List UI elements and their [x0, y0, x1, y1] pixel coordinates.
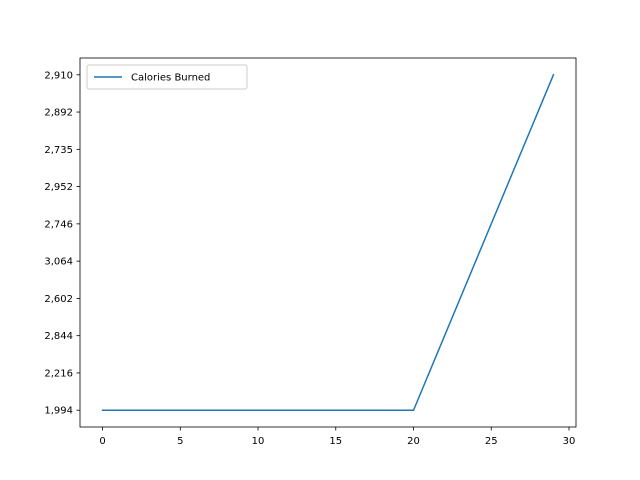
x-tick-label-4: 20 [407, 436, 420, 447]
legend-label-calories-burned: Calories Burned [131, 73, 210, 84]
y-tick-label-3: 2,602 [44, 294, 73, 305]
legend: Calories Burned [86, 64, 248, 90]
series-line-0 [101, 73, 555, 411]
x-tick-label-2: 10 [252, 436, 265, 447]
y-tick-label-4: 3,064 [44, 257, 73, 268]
y-tick-label-6: 2,952 [44, 182, 73, 193]
x-tick-label-0: 0 [99, 436, 105, 447]
y-tick-label-5: 2,746 [44, 219, 73, 230]
x-tick-label-5: 25 [485, 436, 498, 447]
y-tick-label-0: 1,994 [44, 406, 73, 417]
y-tick-label-9: 2,910 [44, 70, 73, 81]
y-tick-label-8: 2,892 [44, 108, 73, 119]
x-tick-label-1: 5 [177, 436, 183, 447]
y-tick-label-1: 2,216 [44, 368, 73, 379]
y-tick-label-7: 2,735 [44, 145, 73, 156]
axes-layer: 0 5 10 15 20 25 30 1,994 2,216 2,844 2,602 3,064 2,7… [44, 57, 577, 447]
y-tick-label-2: 2,844 [44, 331, 73, 342]
x-tick-label-6: 30 [563, 436, 576, 447]
x-tick-label-3: 15 [329, 436, 342, 447]
legend-box [86, 64, 248, 90]
plot-layer [101, 73, 555, 411]
plot-frame [79, 57, 577, 428]
